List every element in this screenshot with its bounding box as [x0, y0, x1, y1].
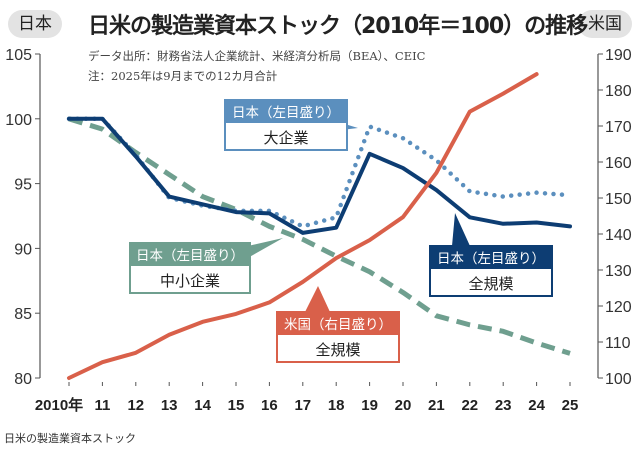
right-tick-label: 130: [605, 263, 632, 280]
right-axis-tag: 米国: [578, 10, 632, 38]
x-tick-label: 24: [528, 397, 545, 414]
chart-title: 日米の製造業資本ストック（2010年＝100）の推移: [88, 14, 588, 39]
x-tick-label: 17: [294, 397, 311, 414]
callout-pointer: [452, 213, 470, 246]
x-tick-label: 19: [361, 397, 378, 414]
right-tick-label: 140: [605, 227, 632, 244]
x-tick-label: 12: [127, 397, 144, 414]
legend-label-top: 日本（左目盛り）: [437, 251, 545, 267]
right-tick-label: 180: [605, 83, 632, 100]
right-tick-label: 120: [605, 299, 632, 316]
left-tick-label: 100: [5, 112, 32, 129]
left-tick-label: 95: [14, 177, 32, 194]
right-tick-label: 160: [605, 155, 632, 172]
right-tick-label: 110: [605, 335, 631, 352]
x-tick-label: 20: [395, 397, 412, 414]
x-tick-label: 25: [562, 397, 579, 414]
x-tick-label: 15: [228, 397, 245, 414]
left-tick-label: 105: [5, 47, 32, 64]
right-tick-label: 150: [605, 191, 632, 208]
legend-label-top: 日本（左目盛り）: [136, 248, 244, 264]
left-tick-label: 80: [14, 371, 32, 388]
callout-header: [430, 246, 552, 269]
x-tick-label: 22: [461, 397, 478, 414]
image-caption: 日米の製造業資本ストック: [4, 432, 136, 445]
series-line-3: [67, 72, 539, 380]
x-tick-label: 16: [261, 397, 278, 414]
right-tick-label: 170: [605, 119, 632, 136]
x-tick-label: 21: [428, 397, 445, 414]
callout-pointer: [305, 286, 330, 312]
left-axis-tag: 日本: [8, 10, 62, 38]
x-tick-label: 18: [328, 397, 345, 414]
x-tick-label: 2010年: [35, 396, 83, 414]
callout-header: [277, 312, 399, 335]
footnote: 注：2025年は9月までの12カ月合計: [88, 69, 278, 83]
callout-header: [130, 243, 250, 266]
series-line-0: [67, 116, 572, 235]
legend-label-bottom: 中小企業: [160, 272, 220, 290]
legend-label-top: 米国（右目盛り）: [284, 317, 392, 333]
source-note: データ出所：財務省法人企業統計、米経済分析局（BEA）、CEIC: [88, 49, 426, 63]
legend-label-bottom: 全規模: [315, 341, 360, 359]
x-tick-label: 23: [495, 397, 512, 414]
series-line-2: [68, 116, 571, 356]
right-tick-label: 190: [605, 47, 632, 64]
x-tick-label: 13: [161, 397, 178, 414]
x-tick-label: 14: [194, 397, 211, 414]
legend-label-bottom: 全規模: [468, 275, 513, 293]
callout-header: [225, 100, 347, 123]
x-tick-label: 11: [94, 397, 110, 414]
legend-label-top: 日本（左目盛り）: [232, 105, 340, 121]
left-tick-label: 90: [14, 241, 32, 258]
legend-label-bottom: 大企業: [263, 129, 308, 147]
right-tick-label: 100: [605, 371, 632, 388]
left-tick-label: 85: [14, 306, 32, 323]
